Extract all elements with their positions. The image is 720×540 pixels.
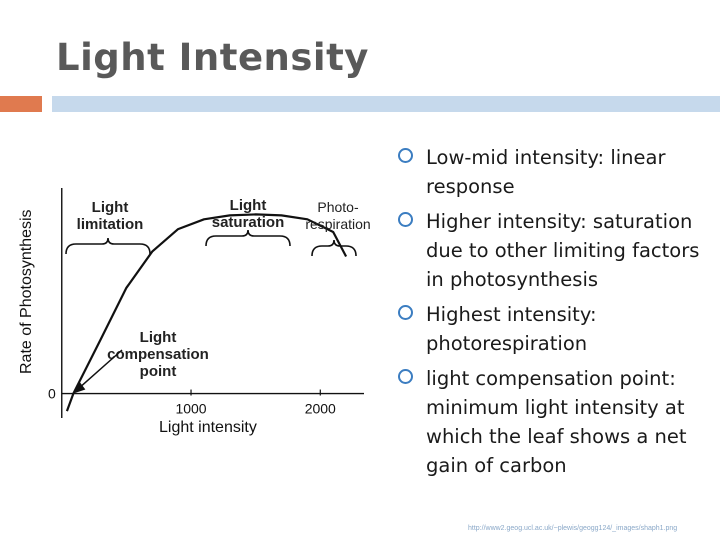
photorespiration-brace bbox=[311, 239, 357, 257]
bullet-ring-icon bbox=[398, 369, 413, 384]
x-axis-label: Light intensity bbox=[159, 419, 257, 436]
slide-title: Light Intensity bbox=[56, 36, 369, 79]
bullet-item: Low-mid intensity: linear response bbox=[398, 143, 716, 201]
y-axis-label: Rate of Photosynthesis bbox=[18, 209, 35, 374]
bullet-ring-icon bbox=[398, 212, 413, 227]
accent-bar-orange bbox=[0, 96, 42, 112]
compensation-arrow-head bbox=[73, 381, 86, 394]
compensation-point-label: Light compensation point bbox=[107, 329, 209, 380]
bullet-ring-icon bbox=[398, 305, 413, 320]
compensation-point-label-line: compensation bbox=[107, 346, 209, 363]
bullet-item: light compensation point: minimum light … bbox=[398, 364, 716, 480]
bullet-text: Low-mid intensity: linear response bbox=[426, 146, 666, 198]
bullet-list: Low-mid intensity: linear response Highe… bbox=[398, 143, 716, 486]
compensation-point-label-line: Light bbox=[140, 329, 177, 346]
bullet-text: Highest intensity: photorespiration bbox=[426, 303, 597, 355]
light-limitation-brace bbox=[65, 237, 151, 255]
light-saturation-label-line: Light bbox=[230, 197, 267, 214]
accent-bar-blue bbox=[52, 96, 720, 112]
bullet-ring-icon bbox=[398, 148, 413, 163]
light-limitation-label: Light limitation bbox=[77, 199, 144, 233]
bullet-text: Higher intensity: saturation due to othe… bbox=[426, 210, 700, 291]
photosynthesis-curve bbox=[65, 213, 348, 412]
x-tick-label: 2000 bbox=[305, 401, 336, 417]
bullet-item: Higher intensity: saturation due to othe… bbox=[398, 207, 716, 294]
light-saturation-label: Light saturation bbox=[212, 197, 285, 231]
y-tick-label: 0 bbox=[48, 386, 56, 402]
bullet-text: light compensation point: minimum light … bbox=[426, 367, 687, 477]
photorespiration-label: Photo-respiration bbox=[305, 199, 371, 232]
compensation-arrow-line bbox=[76, 349, 123, 391]
x-tick-label: 1000 bbox=[175, 401, 206, 417]
bullet-item: Highest intensity: photorespiration bbox=[398, 300, 716, 358]
light-limitation-label-line: Light bbox=[92, 199, 129, 216]
light-limitation-label-line: limitation bbox=[77, 216, 144, 233]
light-saturation-label-line: saturation bbox=[212, 214, 285, 231]
light-saturation-brace bbox=[205, 229, 291, 247]
footer-source-url: http://www2.geog.ucl.ac.uk/~plewis/geogg… bbox=[468, 525, 678, 532]
compensation-point-label-line: point bbox=[140, 363, 177, 380]
